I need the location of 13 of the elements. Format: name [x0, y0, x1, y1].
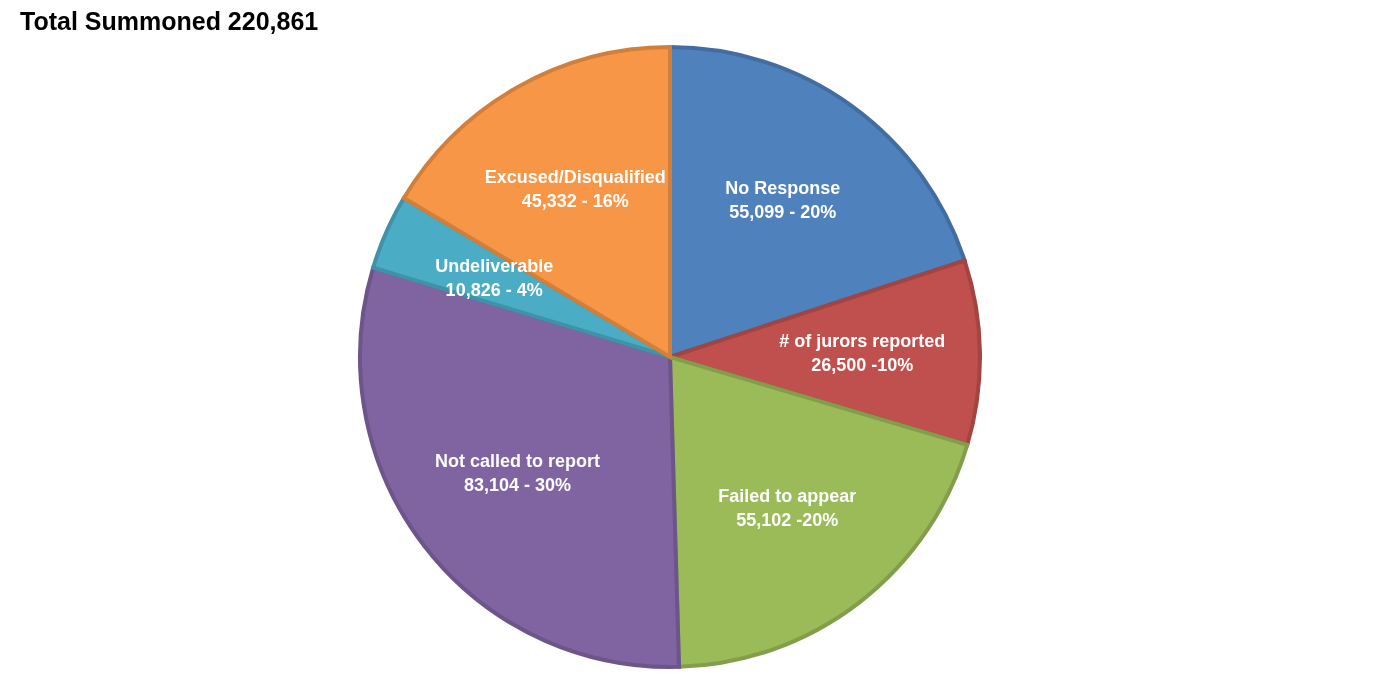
- chart-title: Total Summoned 220,861: [20, 7, 319, 35]
- data-label: 55,099 - 20%: [729, 202, 837, 223]
- slice-label: Not called to report: [434, 450, 600, 471]
- slice-label: Failed to appear: [718, 486, 857, 507]
- data-label: 83,104 - 30%: [463, 474, 571, 495]
- data-label: 26,500 -10%: [811, 355, 914, 376]
- slice-label: Excused/Disqualified: [484, 166, 666, 187]
- data-label: 10,826 - 4%: [445, 280, 543, 301]
- data-label: 45,332 - 16%: [521, 190, 629, 211]
- slice-label: No Response: [725, 178, 841, 199]
- data-label: 55,102 -20%: [736, 510, 839, 531]
- pie-slice: [401, 45, 672, 359]
- slice-label: # of jurors reported: [779, 331, 946, 352]
